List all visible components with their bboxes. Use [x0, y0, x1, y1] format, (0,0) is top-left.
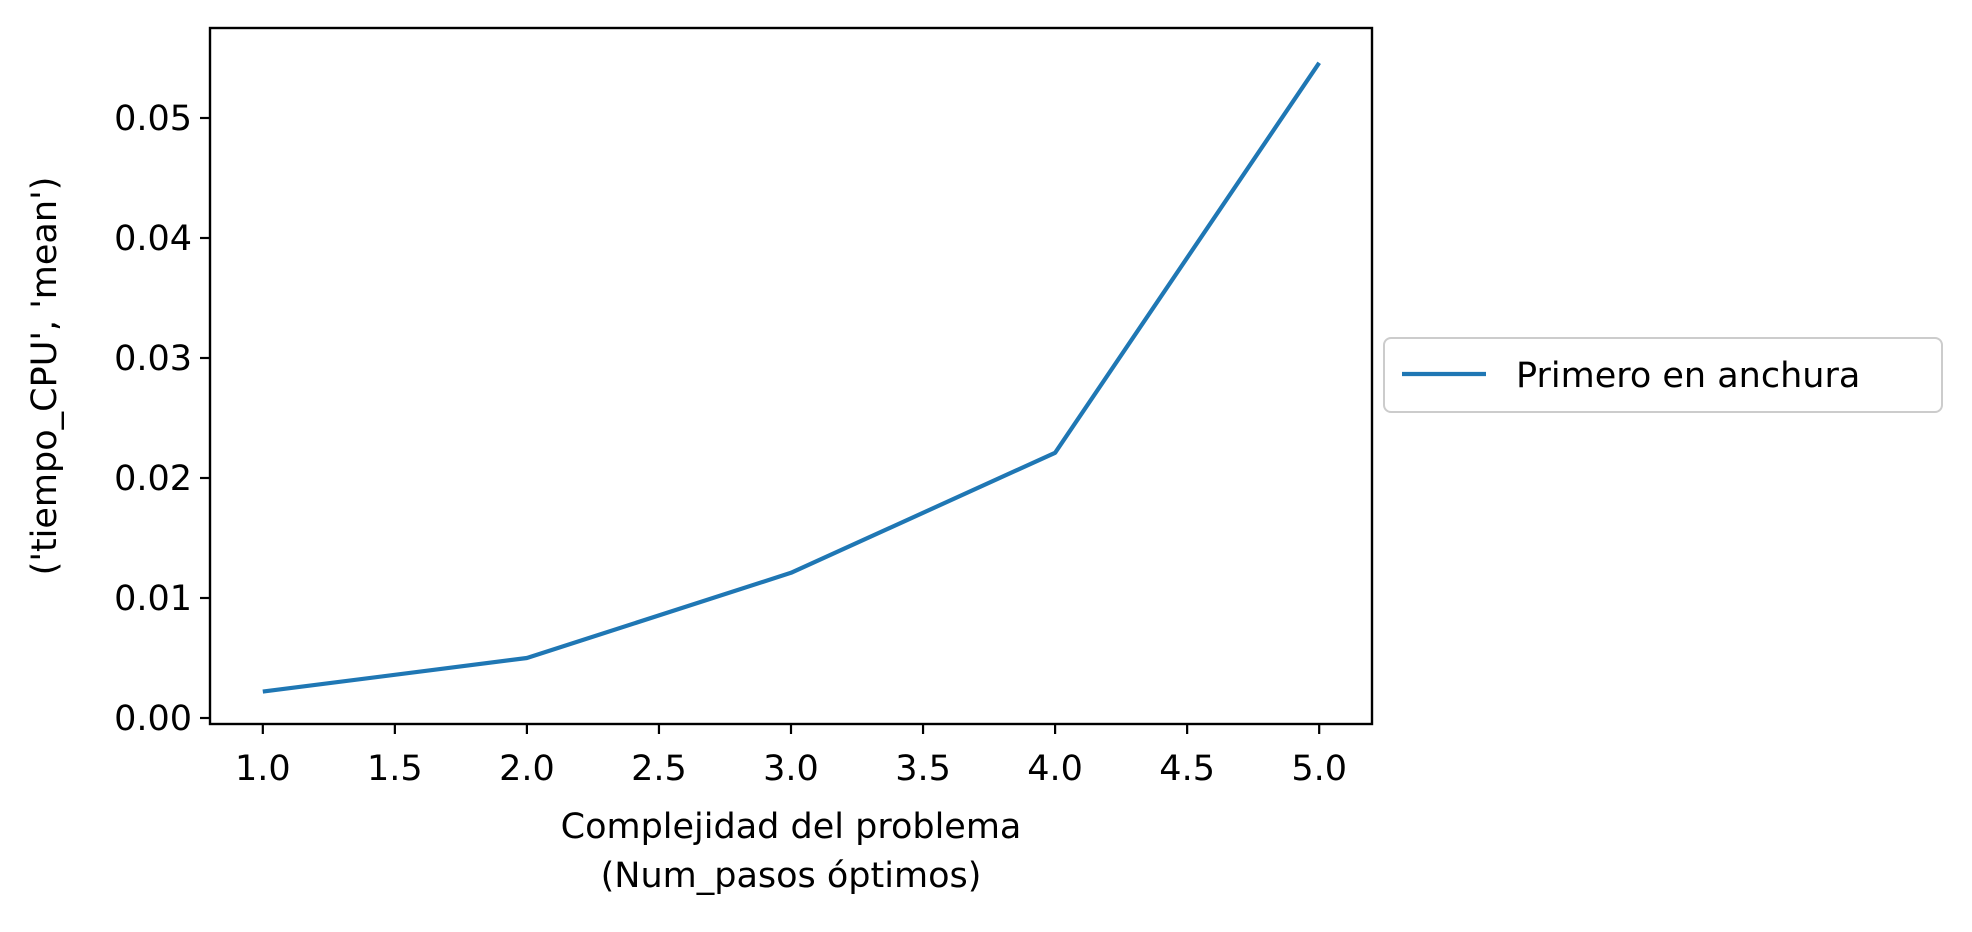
x-tick-label: 1.5: [367, 749, 423, 789]
x-tick-label: 2.0: [499, 749, 555, 789]
y-axis-label: ('tiempo_CPU', 'mean'): [25, 177, 65, 576]
x-axis-label-line-1: Complejidad del problema: [561, 807, 1022, 847]
x-tick-label: 3.5: [895, 749, 951, 789]
x-tick-label: 4.0: [1027, 749, 1083, 789]
series-group: [262, 61, 1321, 694]
y-tick-label: 0.04: [114, 219, 192, 259]
x-tick-label: 4.5: [1159, 749, 1215, 789]
x-tick-label: 2.5: [631, 749, 687, 789]
y-tick-label: 0.01: [114, 579, 192, 619]
y-axis-ticks: 0.00 0.01 0.02 0.03 0.04 0.05: [114, 99, 210, 739]
series-line-primero-en-anchura: [262, 61, 1321, 694]
x-tick-label: 1.0: [235, 749, 291, 789]
legend-label-primero-en-anchura: Primero en anchura: [1516, 356, 1860, 396]
y-tick-label: 0.02: [114, 459, 192, 499]
x-tick-label: 5.0: [1291, 749, 1347, 789]
x-axis-label-line-2: (Num_pasos óptimos): [601, 856, 982, 896]
plot-area-frame: [208, 26, 1374, 726]
x-axis-ticks: 1.0 1.5 2.0 2.5 3.0 3.5 4.0 4.5 5.0: [235, 724, 1347, 789]
y-tick-label: 0.05: [114, 99, 192, 139]
legend-box: [1383, 337, 1943, 413]
legend: Primero en anchura: [1383, 337, 1943, 413]
y-tick-label: 0.00: [114, 699, 192, 739]
x-tick-label: 3.0: [763, 749, 819, 789]
y-tick-label: 0.03: [114, 339, 192, 379]
